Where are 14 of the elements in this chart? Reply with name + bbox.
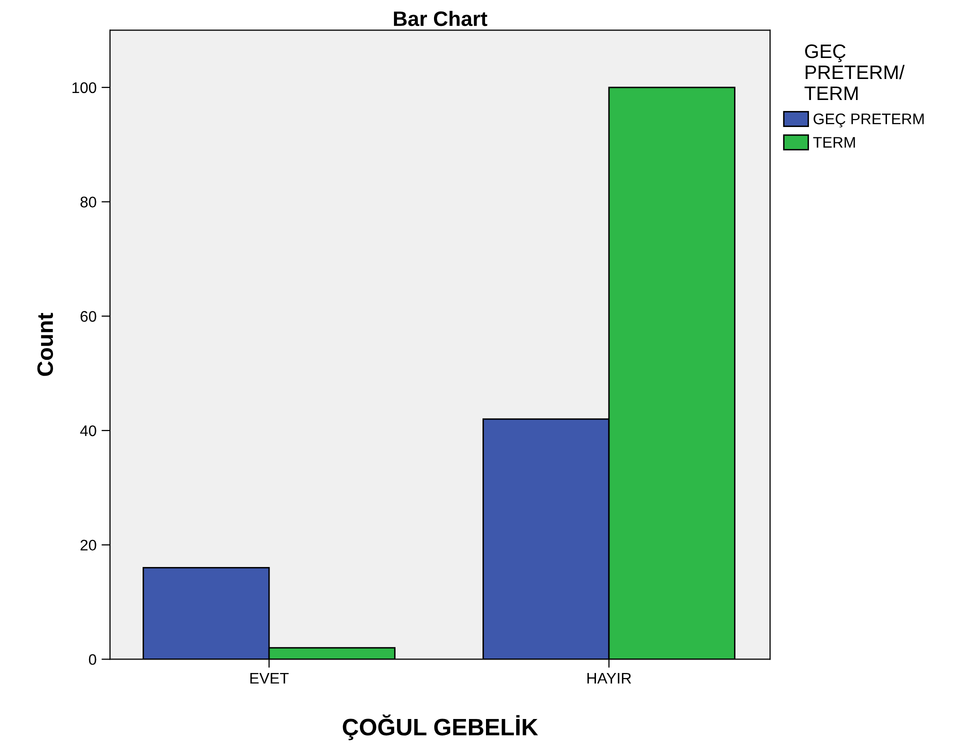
- y-tick-label: 40: [80, 425, 96, 436]
- y-axis-title: Count: [37, 312, 54, 376]
- legend-label: TERM: [813, 137, 855, 148]
- x-tick-label: HAYIR: [587, 672, 632, 684]
- x-axis-title: ÇOĞUL GEBELİK: [342, 714, 538, 740]
- legend-title: GEÇ PRETERM/ TERM: [804, 44, 905, 100]
- chart-title: Bar Chart: [394, 10, 488, 26]
- y-tick-label: 80: [80, 196, 96, 208]
- x-tick-label: EVET: [250, 672, 289, 684]
- y-tick-label: 60: [80, 311, 96, 322]
- y-tick-label: 0: [88, 654, 96, 665]
- y-tick-label: 100: [72, 82, 96, 94]
- legend-label: GEÇ PRETERM: [814, 114, 924, 128]
- y-tick-label: 20: [80, 540, 96, 551]
